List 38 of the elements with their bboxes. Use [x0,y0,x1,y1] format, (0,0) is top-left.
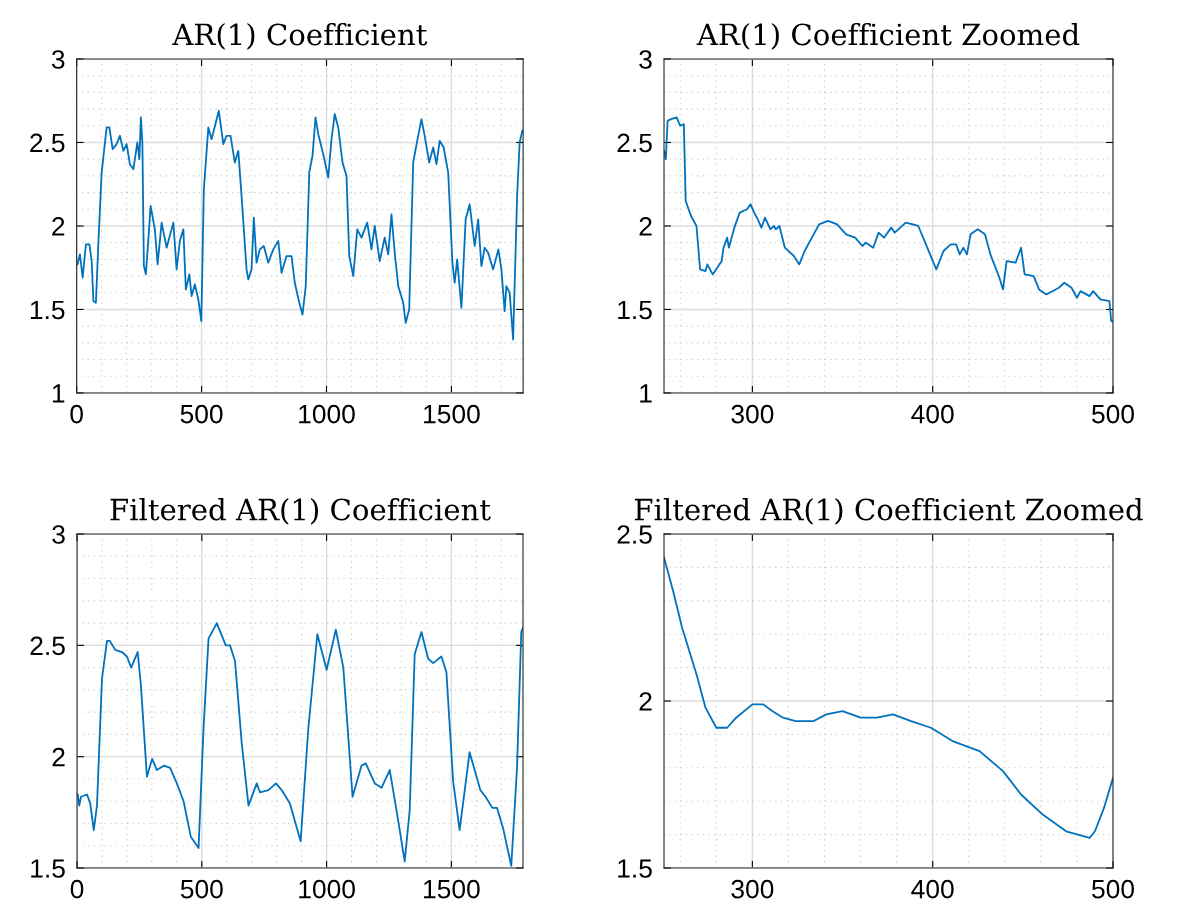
x-tick-label: 1500 [424,404,480,424]
x-tick-label: 1000 [299,404,355,424]
x-tick-label: 300 [731,404,774,424]
x-tick-label: 500 [1092,404,1134,424]
y-tick-label: 2.5 [30,636,65,656]
chart-title: AR(1) Coefficient [172,22,428,50]
y-tick-label: 1.5 [618,300,652,320]
y-tick-label: 2.5 [617,133,652,153]
y-tick-label: 1.5 [618,859,652,878]
y-tick-label: 2 [52,217,65,236]
line-series [664,556,1113,839]
y-tick-label: 3 [51,50,65,69]
y-tick-label: 2.5 [617,525,652,544]
x-tick-label: 400 [911,879,954,899]
x-tick-label: 400 [911,404,954,424]
chart-title: Filtered AR(1) Coefficient Zoomed [634,497,1143,525]
y-tick-label: 1 [640,384,652,403]
line-series [664,116,1113,323]
x-tick-label: 500 [180,404,223,424]
chart-title: AR(1) Coefficient Zoomed [696,22,1080,50]
x-tick-label: 1500 [424,879,480,899]
x-tick-label: 500 [1092,879,1134,899]
y-tick-label: 2 [639,217,652,236]
y-tick-label: 2 [52,747,65,767]
y-tick-label: 2 [639,692,652,711]
x-tick-label: 300 [731,879,774,899]
line-series [76,109,524,341]
y-tick-label: 2.5 [30,133,65,153]
y-tick-label: 1.5 [31,859,65,878]
x-tick-label: 0 [70,404,83,424]
x-tick-label: 1000 [299,879,355,899]
y-tick-label: 1.5 [30,300,65,320]
x-tick-label: 0 [70,879,84,899]
chart-title: Filtered AR(1) Coefficient [110,497,491,525]
y-tick-label: 3 [639,50,652,69]
y-tick-label: 1 [52,384,65,403]
y-tick-label: 3 [52,525,65,544]
x-tick-label: 500 [180,879,223,899]
